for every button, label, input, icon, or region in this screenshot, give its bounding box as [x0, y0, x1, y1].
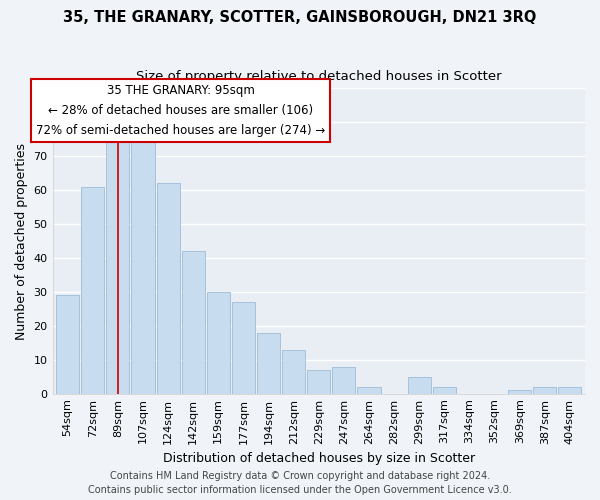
Bar [307, 370, 331, 394]
Bar [157, 184, 179, 394]
Bar [131, 136, 155, 394]
Bar [106, 136, 130, 394]
Text: 35 THE GRANARY: 95sqm
← 28% of detached houses are smaller (106)
72% of semi-det: 35 THE GRANARY: 95sqm ← 28% of detached … [36, 84, 325, 137]
Bar [559, 387, 581, 394]
Bar [56, 296, 79, 394]
Bar [282, 350, 305, 394]
X-axis label: Distribution of detached houses by size in Scotter: Distribution of detached houses by size … [163, 452, 475, 465]
Bar [508, 390, 531, 394]
Bar [207, 292, 230, 394]
Title: Size of property relative to detached houses in Scotter: Size of property relative to detached ho… [136, 70, 502, 83]
Text: Contains HM Land Registry data © Crown copyright and database right 2024.
Contai: Contains HM Land Registry data © Crown c… [88, 471, 512, 495]
Bar [433, 387, 456, 394]
Bar [232, 302, 255, 394]
Y-axis label: Number of detached properties: Number of detached properties [15, 142, 28, 340]
Bar [407, 376, 431, 394]
Bar [533, 387, 556, 394]
Bar [332, 366, 355, 394]
Bar [182, 251, 205, 394]
Bar [358, 387, 380, 394]
Bar [81, 186, 104, 394]
Bar [257, 332, 280, 394]
Text: 35, THE GRANARY, SCOTTER, GAINSBOROUGH, DN21 3RQ: 35, THE GRANARY, SCOTTER, GAINSBOROUGH, … [64, 10, 536, 25]
